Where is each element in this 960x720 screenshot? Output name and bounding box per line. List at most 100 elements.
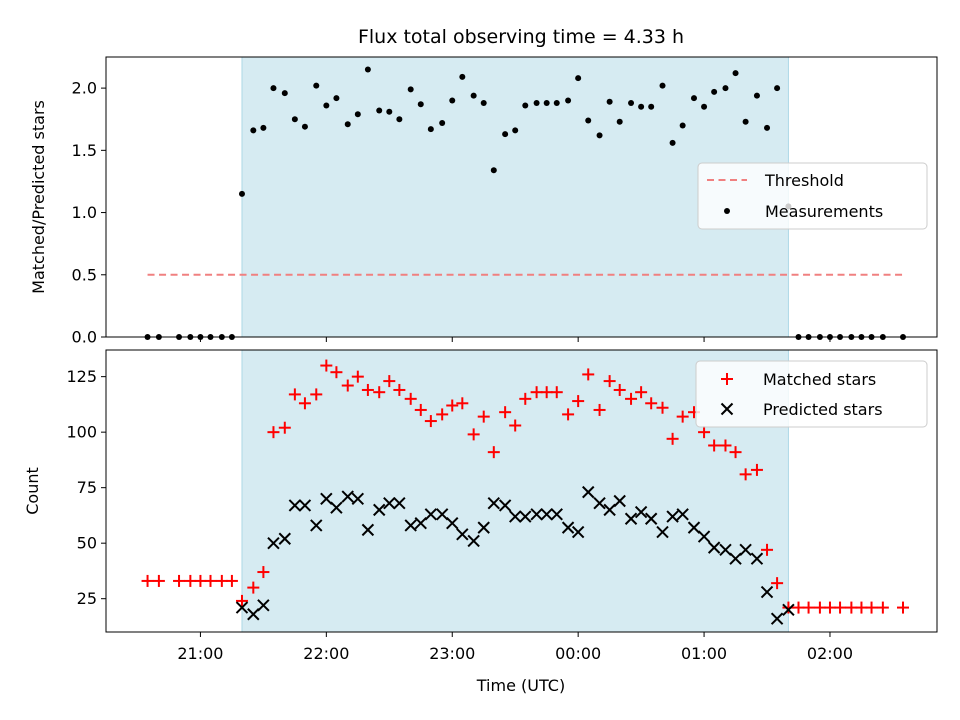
predicted-marker-b — [561, 521, 575, 534]
matched-star-marker — [341, 379, 354, 392]
measurement-point — [301, 123, 308, 130]
y-tick-label: 100 — [66, 423, 97, 442]
matched-star-marker — [550, 386, 563, 399]
matched-star-marker — [141, 574, 154, 587]
measurement-point — [407, 86, 414, 93]
matched-star-marker — [845, 601, 858, 614]
measurement-point — [354, 111, 361, 118]
predicted-marker-b — [697, 530, 711, 543]
legend-predicted-label: Predicted stars — [763, 400, 883, 419]
measurement-point — [553, 100, 560, 107]
predicted-star-marker — [477, 521, 490, 534]
measurement-point — [502, 131, 509, 138]
matched-star-marker — [393, 383, 406, 396]
predicted-star-marker — [666, 510, 679, 523]
legend-predicted-swatch-b — [720, 402, 734, 416]
predicted-marker-b — [760, 585, 774, 599]
legend-measurement-label: Measurements — [765, 202, 883, 221]
predicted-marker-b — [624, 512, 638, 525]
legend-threshold-label: Threshold — [764, 171, 844, 190]
y-tick-label: 50 — [77, 534, 97, 553]
matched-star-marker — [750, 463, 763, 476]
x-tick-label: 01:00 — [681, 644, 727, 663]
predicted-star-marker — [540, 508, 553, 521]
predicted-star-marker — [278, 532, 291, 545]
predicted-star-marker — [404, 519, 417, 532]
matched-star-marker — [582, 368, 595, 381]
predicted-marker-b — [373, 503, 386, 517]
predicted-star-marker — [656, 525, 669, 539]
predicted-star-marker — [361, 523, 375, 537]
predicted-star-marker — [351, 492, 365, 505]
measurement-point — [722, 85, 729, 92]
predicted-marker-b — [487, 497, 501, 510]
measurement-point — [364, 66, 371, 73]
predicted-star-marker — [414, 516, 427, 530]
predicted-marker-b — [498, 499, 512, 512]
y-tick-label: 25 — [77, 589, 97, 608]
predicted-star-marker — [707, 541, 721, 554]
measurement-point — [753, 92, 760, 99]
predicted-star-marker — [320, 492, 333, 505]
matched-star-marker — [456, 397, 469, 410]
matched-star-marker — [666, 432, 679, 445]
matched-star-points — [141, 359, 910, 614]
measurement-point — [616, 118, 623, 125]
predicted-star-marker — [603, 503, 616, 517]
measurement-point — [270, 85, 277, 92]
predicted-star-marker — [582, 485, 595, 499]
measurement-point — [260, 124, 267, 131]
predicted-marker-b — [593, 497, 606, 510]
predicted-marker-b — [393, 497, 406, 510]
matched-star-marker — [204, 574, 217, 587]
matched-star-marker — [729, 446, 742, 459]
predicted-star-marker — [550, 508, 563, 521]
predicted-marker-b — [582, 485, 595, 499]
legend-matched-label: Matched stars — [763, 370, 876, 389]
x-tick-label: 23:00 — [429, 644, 475, 663]
predicted-star-marker — [267, 536, 280, 550]
measurement-point — [396, 116, 403, 123]
measurement-point — [490, 167, 497, 174]
matched-star-marker — [298, 397, 311, 410]
predicted-marker-b — [770, 612, 784, 625]
predicted-star-marker — [561, 521, 575, 534]
predicted-marker-b — [519, 510, 532, 523]
predicted-marker-b — [603, 503, 616, 517]
shaded-span-rect — [241, 56, 789, 338]
matched-star-marker — [519, 392, 532, 405]
matched-star-marker — [225, 574, 238, 587]
matched-star-marker — [477, 410, 490, 423]
measurement-point — [238, 190, 245, 197]
matched-star-marker — [782, 601, 795, 614]
y-tick-label: 125 — [66, 367, 97, 386]
predicted-marker-b — [729, 552, 742, 565]
measurement-point — [291, 116, 298, 123]
matched-star-marker — [771, 577, 784, 590]
predicted-star-marker — [687, 521, 701, 534]
measurement-point — [669, 139, 676, 146]
x-tick-label: 22:00 — [303, 644, 349, 663]
predicted-star-marker — [456, 528, 469, 541]
predicted-marker-b — [719, 543, 732, 557]
predicted-marker-b — [550, 508, 563, 521]
predicted-marker-b — [404, 519, 417, 532]
measurement-point — [679, 122, 686, 129]
legend-measurement-swatch — [724, 208, 730, 214]
measurement-point — [596, 132, 603, 139]
predicted-marker-b — [782, 603, 795, 617]
axes-frame — [105, 56, 938, 338]
measurement-point — [459, 73, 466, 80]
predicted-marker-b — [540, 508, 553, 521]
predicted-star-marker — [424, 508, 438, 521]
matched-star-marker — [310, 388, 323, 401]
predicted-marker-b — [634, 505, 648, 519]
measurement-point — [628, 100, 635, 107]
predicted-star-marker — [697, 530, 711, 543]
matched-star-marker — [593, 403, 606, 416]
top-shaded-span — [241, 56, 789, 338]
top-axes: 0.0 0.5 1.0 1.5 2.0 — [72, 56, 938, 347]
measurement-point — [774, 85, 781, 92]
predicted-marker-b — [424, 508, 438, 521]
